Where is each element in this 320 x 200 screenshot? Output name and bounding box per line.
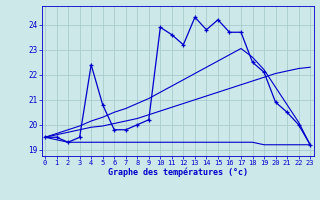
X-axis label: Graphe des températures (°c): Graphe des températures (°c) (108, 168, 248, 177)
